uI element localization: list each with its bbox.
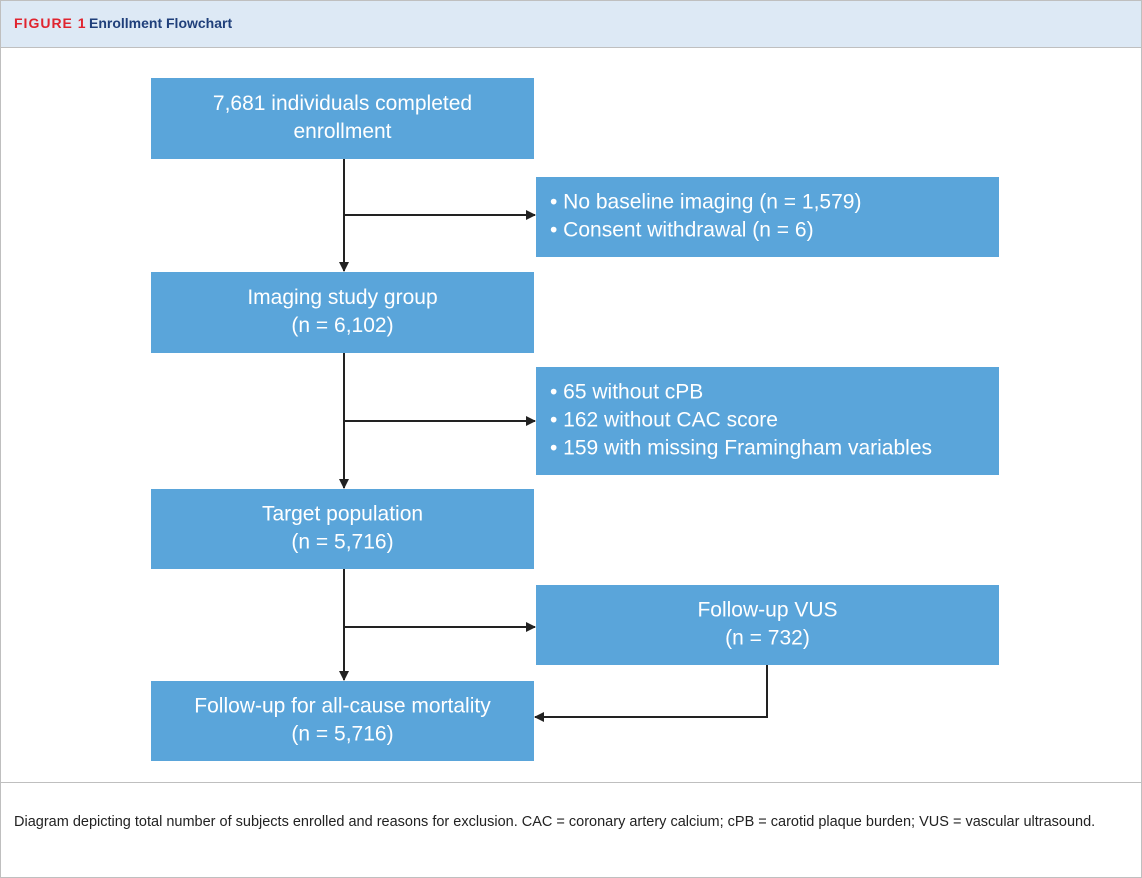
box-text: enrollment bbox=[293, 120, 391, 143]
flowchart: 7,681 individuals completed enrollment • N… bbox=[151, 78, 999, 761]
connectors bbox=[339, 159, 768, 722]
arrow bbox=[534, 665, 768, 722]
box-text: Follow-up VUS bbox=[697, 599, 837, 622]
box-text: 7,681 individuals completed bbox=[213, 92, 472, 115]
flow-box: Follow-up for all-cause mortality (n = 5,… bbox=[151, 681, 534, 761]
box-text: (n = 5,716) bbox=[291, 531, 393, 554]
caption: Diagram depicting total number of subjec… bbox=[14, 814, 1096, 830]
flow-box: Follow-up VUS (n = 732) bbox=[536, 585, 999, 665]
box-text: (n = 732) bbox=[725, 627, 810, 650]
box bbox=[151, 272, 534, 353]
box-text: • No baseline imaging (n = 1,579) bbox=[550, 191, 861, 214]
box bbox=[151, 78, 534, 159]
box-text: • Consent withdrawal (n = 6) bbox=[550, 219, 814, 242]
box bbox=[536, 177, 999, 257]
box-text: (n = 5,716) bbox=[291, 723, 393, 746]
box-text: Imaging study group bbox=[247, 286, 437, 309]
flow-box: 7,681 individuals completed enrollment bbox=[151, 78, 534, 159]
box-text: • 162 without CAC score bbox=[550, 409, 778, 432]
flow-box: Target population (n = 5,716) bbox=[151, 489, 534, 569]
figure-header: FIGURE 1 Enrollment Flowchart bbox=[1, 1, 1141, 48]
box bbox=[536, 585, 999, 665]
box-text: • 159 with missing Framingham variables bbox=[550, 437, 932, 460]
box-text: Follow-up for all-cause mortality bbox=[194, 695, 491, 718]
box bbox=[151, 681, 534, 761]
caption-area: Diagram depicting total number of subjec… bbox=[1, 782, 1141, 878]
box-text: (n = 6,102) bbox=[291, 314, 393, 337]
flow-box: Imaging study group (n = 6,102) bbox=[151, 272, 534, 353]
figure-label: FIGURE 1 bbox=[14, 15, 87, 31]
box-text: Target population bbox=[262, 503, 423, 526]
box bbox=[151, 489, 534, 569]
figure-title: Enrollment Flowchart bbox=[89, 15, 233, 31]
flow-box: • No baseline imaging (n = 1,579) • Conse… bbox=[536, 177, 999, 257]
box bbox=[536, 367, 999, 475]
flow-box: • 65 without cPB • 162 without CAC score •… bbox=[536, 367, 999, 475]
box-text: • 65 without cPB bbox=[550, 381, 703, 404]
